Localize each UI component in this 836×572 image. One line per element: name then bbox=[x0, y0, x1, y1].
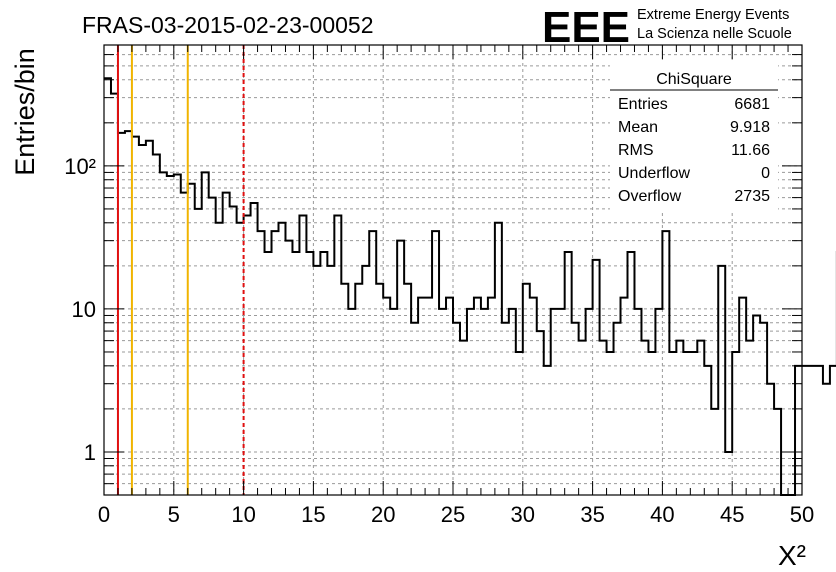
stats-title: ChiSquare bbox=[656, 71, 732, 88]
stats-box: ChiSquare Entries 6681 Mean 9.918 RMS 11.66 Un… bbox=[610, 60, 778, 212]
eee-logo-text: EEE bbox=[542, 3, 630, 52]
x-tick-label: 5 bbox=[168, 502, 180, 527]
stats-label: RMS bbox=[618, 142, 654, 159]
x-tick-label: 0 bbox=[98, 502, 110, 527]
stats-value: 2735 bbox=[734, 188, 770, 205]
y-tick-label: 1 bbox=[84, 440, 96, 465]
x-tick-label: 40 bbox=[650, 502, 674, 527]
eee-logo: EEE Extreme Energy Events La Scienza nel… bbox=[542, 3, 792, 52]
x-tick-label: 50 bbox=[790, 502, 814, 527]
x-tick-label: 15 bbox=[301, 502, 325, 527]
y-tick-label: 10 bbox=[72, 297, 96, 322]
stats-value: 6681 bbox=[734, 96, 770, 113]
y-tick-label: 10² bbox=[64, 154, 96, 179]
stats-label: Mean bbox=[618, 119, 658, 136]
x-tick-label: 30 bbox=[511, 502, 535, 527]
x-tick-label: 35 bbox=[580, 502, 604, 527]
x-tick-label: 20 bbox=[371, 502, 395, 527]
x-tick-label: 10 bbox=[231, 502, 255, 527]
stats-value: 11.66 bbox=[731, 142, 770, 159]
histogram bbox=[104, 77, 836, 496]
threshold-lines bbox=[116, 45, 245, 495]
x-axis-label: X² bbox=[778, 540, 806, 571]
stats-label: Overflow bbox=[618, 188, 682, 205]
y-axis-label: Entries/bin bbox=[10, 48, 40, 176]
axes: 0 5 10 15 20 25 30 35 40 45 50 1 10 10² bbox=[64, 44, 814, 527]
x-tick-label: 25 bbox=[441, 502, 465, 527]
x-tick-label: 45 bbox=[720, 502, 744, 527]
stats-value: 9.918 bbox=[730, 119, 770, 136]
stats-label: Entries bbox=[618, 96, 668, 113]
chart-title: FRAS-03-2015-02-23-00052 bbox=[82, 12, 374, 38]
brand-line-1: Extreme Energy Events bbox=[637, 7, 789, 23]
histogram-line bbox=[104, 77, 836, 496]
brand-line-2: La Scienza nelle Scuole bbox=[637, 26, 792, 42]
stats-value: 0 bbox=[761, 165, 770, 182]
stats-label: Underflow bbox=[618, 165, 690, 182]
